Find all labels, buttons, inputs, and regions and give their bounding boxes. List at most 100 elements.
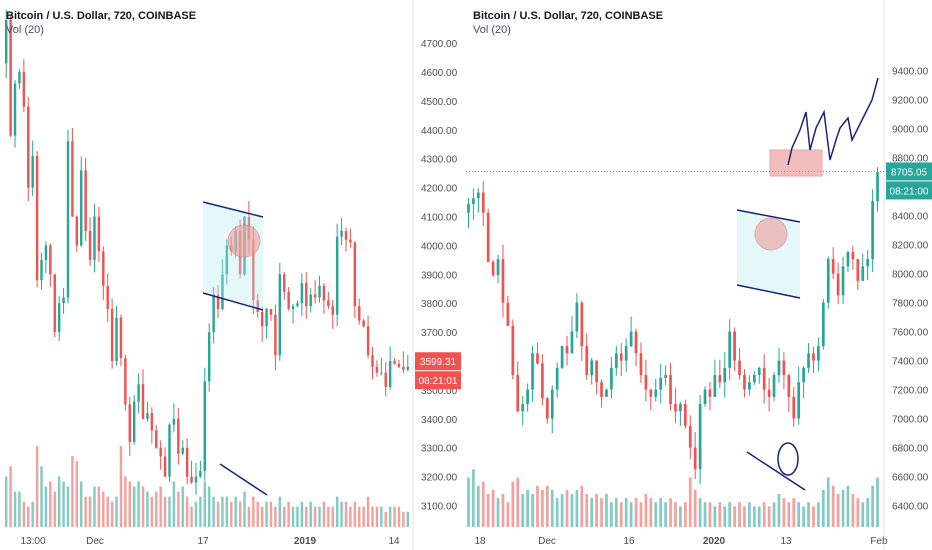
volume-bar bbox=[106, 496, 109, 527]
volume-bar bbox=[137, 481, 140, 527]
candle-body bbox=[826, 259, 830, 303]
volume-bar bbox=[708, 502, 712, 527]
volume-bar bbox=[353, 501, 357, 527]
volume-bar bbox=[669, 498, 672, 527]
candle-body bbox=[265, 309, 268, 327]
candle-body bbox=[501, 259, 505, 303]
volume-bar bbox=[526, 489, 529, 527]
volume-bar bbox=[168, 496, 171, 527]
volume-bar bbox=[335, 496, 339, 527]
candle-body bbox=[291, 306, 295, 310]
target-box bbox=[769, 149, 823, 177]
x-tick-label: Dec bbox=[538, 536, 556, 547]
volume-bar bbox=[22, 501, 26, 527]
candle-body bbox=[181, 447, 184, 454]
candle-body bbox=[570, 331, 574, 354]
candle-body bbox=[467, 204, 470, 213]
volume-bar bbox=[772, 502, 776, 527]
x-tick-label: Feb bbox=[870, 536, 888, 547]
y-tick-label: 3200.00 bbox=[421, 473, 458, 484]
candle-body bbox=[807, 353, 810, 368]
volume-bar bbox=[531, 494, 534, 527]
candle-body bbox=[595, 360, 598, 383]
candle-body bbox=[18, 72, 21, 84]
volume-bar bbox=[88, 496, 92, 527]
candle-body bbox=[871, 201, 874, 260]
volume-bar bbox=[580, 485, 584, 527]
candle-body bbox=[66, 141, 70, 298]
channel-fill bbox=[203, 202, 263, 310]
volume-bar bbox=[375, 506, 379, 527]
candle-body bbox=[762, 367, 766, 390]
volume-bar bbox=[234, 496, 237, 527]
candle-body bbox=[318, 285, 321, 298]
volume-bar bbox=[212, 496, 215, 527]
volume-bar bbox=[327, 506, 330, 527]
channel-lower-line bbox=[736, 284, 801, 299]
candle-body bbox=[797, 382, 801, 419]
candle-body bbox=[600, 382, 603, 397]
candle-body bbox=[550, 389, 554, 419]
y-tick-label: 7000.00 bbox=[892, 415, 929, 426]
right-volume-label: Vol (20) bbox=[473, 24, 511, 36]
candle-body bbox=[506, 302, 510, 326]
volume-bar bbox=[305, 506, 308, 527]
right-chart-header: Bitcoin / U.S. Dollar, 720, COINBASE Vol… bbox=[473, 9, 663, 37]
volume-bar bbox=[506, 502, 510, 527]
candle-body bbox=[545, 398, 549, 419]
volume-bar bbox=[491, 489, 495, 527]
x-tick-label: 18 bbox=[474, 536, 486, 547]
x-tick-label: 2020 bbox=[703, 536, 726, 547]
left-chart-header: Bitcoin / U.S. Dollar, 720, COINBASE Vol… bbox=[6, 9, 196, 37]
volume-bar bbox=[831, 485, 835, 527]
volume-bar bbox=[252, 496, 255, 527]
candle-body bbox=[580, 302, 584, 347]
candle-body bbox=[624, 346, 628, 361]
time-badge-text: 08:21:00 bbox=[890, 186, 929, 197]
channel-upper-line bbox=[202, 201, 264, 218]
volume-bar bbox=[243, 491, 246, 527]
volume-bar bbox=[309, 501, 312, 527]
y-tick-label: 6600.00 bbox=[892, 473, 929, 484]
volume-bar bbox=[291, 506, 295, 527]
volume-bar bbox=[181, 486, 184, 527]
y-tick-label: 7400.00 bbox=[892, 357, 929, 368]
candle-body bbox=[496, 259, 500, 276]
candle-body bbox=[80, 170, 83, 246]
candle-body bbox=[629, 331, 633, 347]
volume-bar bbox=[221, 496, 224, 527]
candle-body bbox=[605, 389, 608, 397]
volume-bar bbox=[278, 496, 282, 527]
price-badge bbox=[886, 162, 932, 181]
candle-body bbox=[75, 216, 79, 246]
projection-path bbox=[787, 77, 879, 166]
candle-body bbox=[44, 245, 48, 260]
candle-body bbox=[777, 360, 781, 376]
volume-bar bbox=[802, 506, 805, 527]
candle-body bbox=[199, 470, 202, 477]
x-tick-label: 2019 bbox=[294, 536, 317, 547]
y-tick-label: 3900.00 bbox=[421, 270, 458, 281]
volume-bar bbox=[614, 498, 618, 527]
volume-bar bbox=[797, 502, 801, 527]
volume-bar bbox=[274, 506, 277, 527]
candle-body bbox=[787, 375, 791, 397]
candle-body bbox=[300, 283, 304, 304]
left-chart: 3100.003200.003300.003400.003500.003600.… bbox=[4, 0, 461, 550]
candle-body bbox=[644, 375, 648, 390]
volume-bar bbox=[472, 469, 475, 527]
candle-body bbox=[287, 291, 290, 310]
volume-bar bbox=[331, 506, 334, 527]
volume-bar bbox=[467, 477, 470, 527]
volume-bar bbox=[163, 496, 167, 527]
volume-bar bbox=[49, 481, 52, 527]
candle-body bbox=[836, 273, 840, 296]
volume-bar bbox=[57, 476, 61, 527]
candle-body bbox=[177, 418, 180, 454]
volume-bar bbox=[269, 501, 273, 527]
y-tick-label: 4700.00 bbox=[421, 39, 458, 50]
volume-bar bbox=[521, 494, 525, 527]
volume-bar bbox=[501, 494, 505, 527]
candle-body bbox=[115, 317, 118, 362]
volume-bar bbox=[115, 496, 118, 527]
